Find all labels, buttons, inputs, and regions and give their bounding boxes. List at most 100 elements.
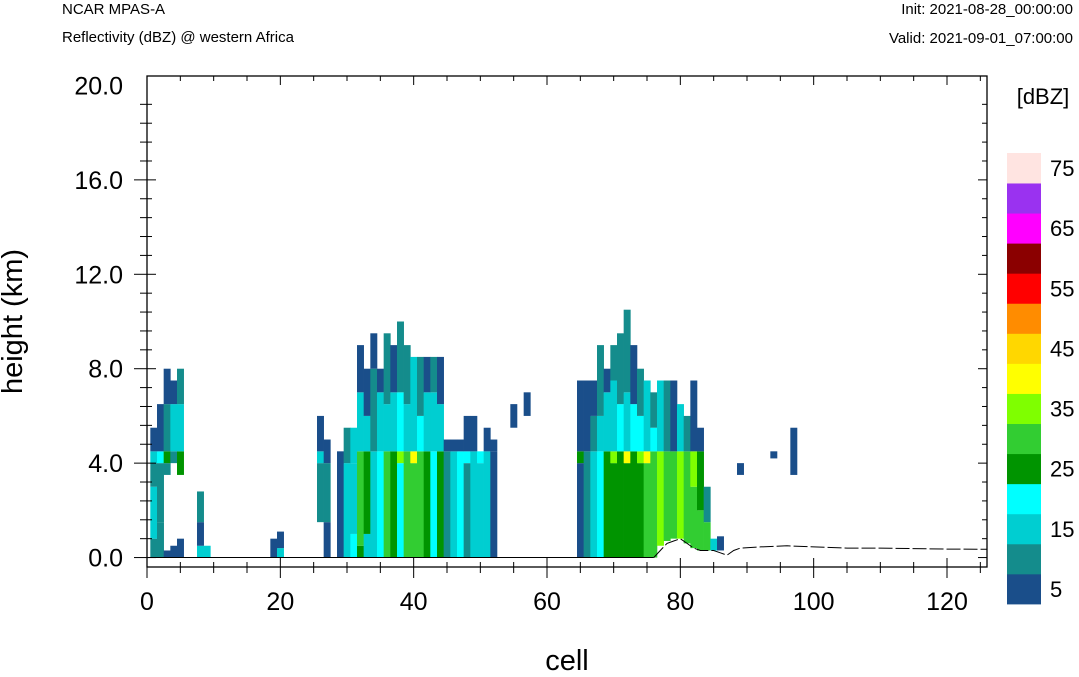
reflectivity-cell [610,380,618,452]
reflectivity-cell [597,415,604,452]
reflectivity-cell [377,392,384,452]
valid-time: Valid: 2021-09-01_07:00:00 [888,30,1073,47]
reflectivity-cell [623,392,631,452]
reflectivity-cell [457,439,464,452]
reflectivity-cell [677,451,684,539]
reflectivity-cell [410,463,418,558]
reflectivity-cell [657,380,664,452]
reflectivity-cell [403,451,411,558]
reflectivity-cell [390,345,398,393]
x-tick-label: 60 [533,588,561,616]
reflectivity-cell [717,536,724,551]
reflectivity-cell [590,451,598,558]
reflectivity-cell [483,451,491,558]
reflectivity-cell [170,380,178,405]
reflectivity-cell [410,451,418,464]
reflectivity-cell [597,451,604,558]
reflectivity-cell [657,451,664,546]
reflectivity-cell [437,451,444,558]
reflectivity-cell [403,345,411,405]
reflectivity-cell [357,451,364,546]
reflectivity-cell [470,415,478,452]
colorbar-swatch [1007,273,1041,304]
reflectivity-cell [177,538,184,558]
reflectivity-cell [650,392,658,428]
reflectivity-cell [697,427,704,452]
reflectivity-cell [277,548,284,558]
x-tick-label: 120 [926,588,968,616]
reflectivity-cell [603,392,611,452]
x-axis-label: cell [545,645,589,677]
reflectivity-cell [697,510,704,551]
init-time: Init: 2021-08-28_00:00:00 [901,1,1073,18]
reflectivity-cell [577,463,584,558]
reflectivity-cell [477,451,484,464]
reflectivity-cell [630,345,638,405]
reflectivity-cell [443,439,451,452]
reflectivity-cell [323,463,331,523]
colorbar-swatch [1007,423,1041,455]
reflectivity-cell [357,545,364,558]
reflectivity-cell [397,392,404,452]
reflectivity-cell [650,427,658,452]
reflectivity-cell [317,451,324,464]
reflectivity-cell [590,415,598,452]
reflectivity-cell [577,451,584,464]
reflectivity-cell [357,345,364,393]
reflectivity-cell [457,451,464,558]
reflectivity-cell [630,451,638,558]
reflectivity-cell [690,380,698,452]
reflectivity-cell [370,333,378,369]
reflectivity-cell [690,486,698,549]
colorbar-swatch [1007,213,1041,244]
reflectivity-cell [317,463,324,523]
reflectivity-cell [417,451,424,558]
reflectivity-cell [390,451,398,558]
reflectivity-cell [430,392,438,452]
reflectivity-cell [383,333,391,405]
reflectivity-cell [583,380,591,452]
reflectivity-cell [670,451,678,539]
reflectivity-cell [597,345,604,416]
reflectivity-cell [150,451,158,464]
reflectivity-cell [430,356,438,393]
reflectivity-cell [770,451,778,459]
reflectivity-cell [623,463,631,558]
reflectivity-cell [383,404,391,452]
plot-frame [146,75,988,568]
reflectivity-cell [423,392,431,452]
reflectivity-cell [177,451,184,475]
reflectivity-cell [150,427,158,452]
x-tick-label: 80 [666,588,694,616]
reflectivity-cell [403,404,411,452]
reflectivity-cell [450,451,458,558]
y-tick-label: 16.0 [74,167,123,195]
reflectivity-cell [637,415,644,452]
reflectivity-cell [663,380,671,452]
colorbar-tick-label: 55 [1050,276,1074,301]
x-tick-label: 100 [793,588,835,616]
reflectivity-cell [590,380,598,416]
reflectivity-cell [363,368,371,416]
reflectivity-cell [437,404,444,452]
reflectivity-cell [603,368,611,393]
colorbar: 5 15 25 35 45 55 65 75 [1007,153,1074,605]
reflectivity-cell [377,451,384,558]
reflectivity-cell [383,451,391,558]
reflectivity-cell [483,427,491,452]
colorbar-swatch [1007,513,1041,545]
colorbar-swatch [1007,183,1041,214]
reflectivity-cell [370,451,378,558]
colorbar-tick-label: 65 [1050,216,1074,241]
reflectivity-cell [363,451,371,534]
reflectivity-cell [150,538,158,558]
reflectivity-cell [463,463,471,558]
reflectivity-cell [737,463,744,475]
reflectivity-cell [437,356,444,405]
y-tick-label: 20.0 [74,72,123,100]
reflectivity-cell [177,368,184,405]
y-axis-label: height (km) [0,249,29,394]
reflectivity-cell [170,404,178,452]
colorbar-swatch [1007,543,1041,575]
reflectivity-cell [197,522,204,546]
